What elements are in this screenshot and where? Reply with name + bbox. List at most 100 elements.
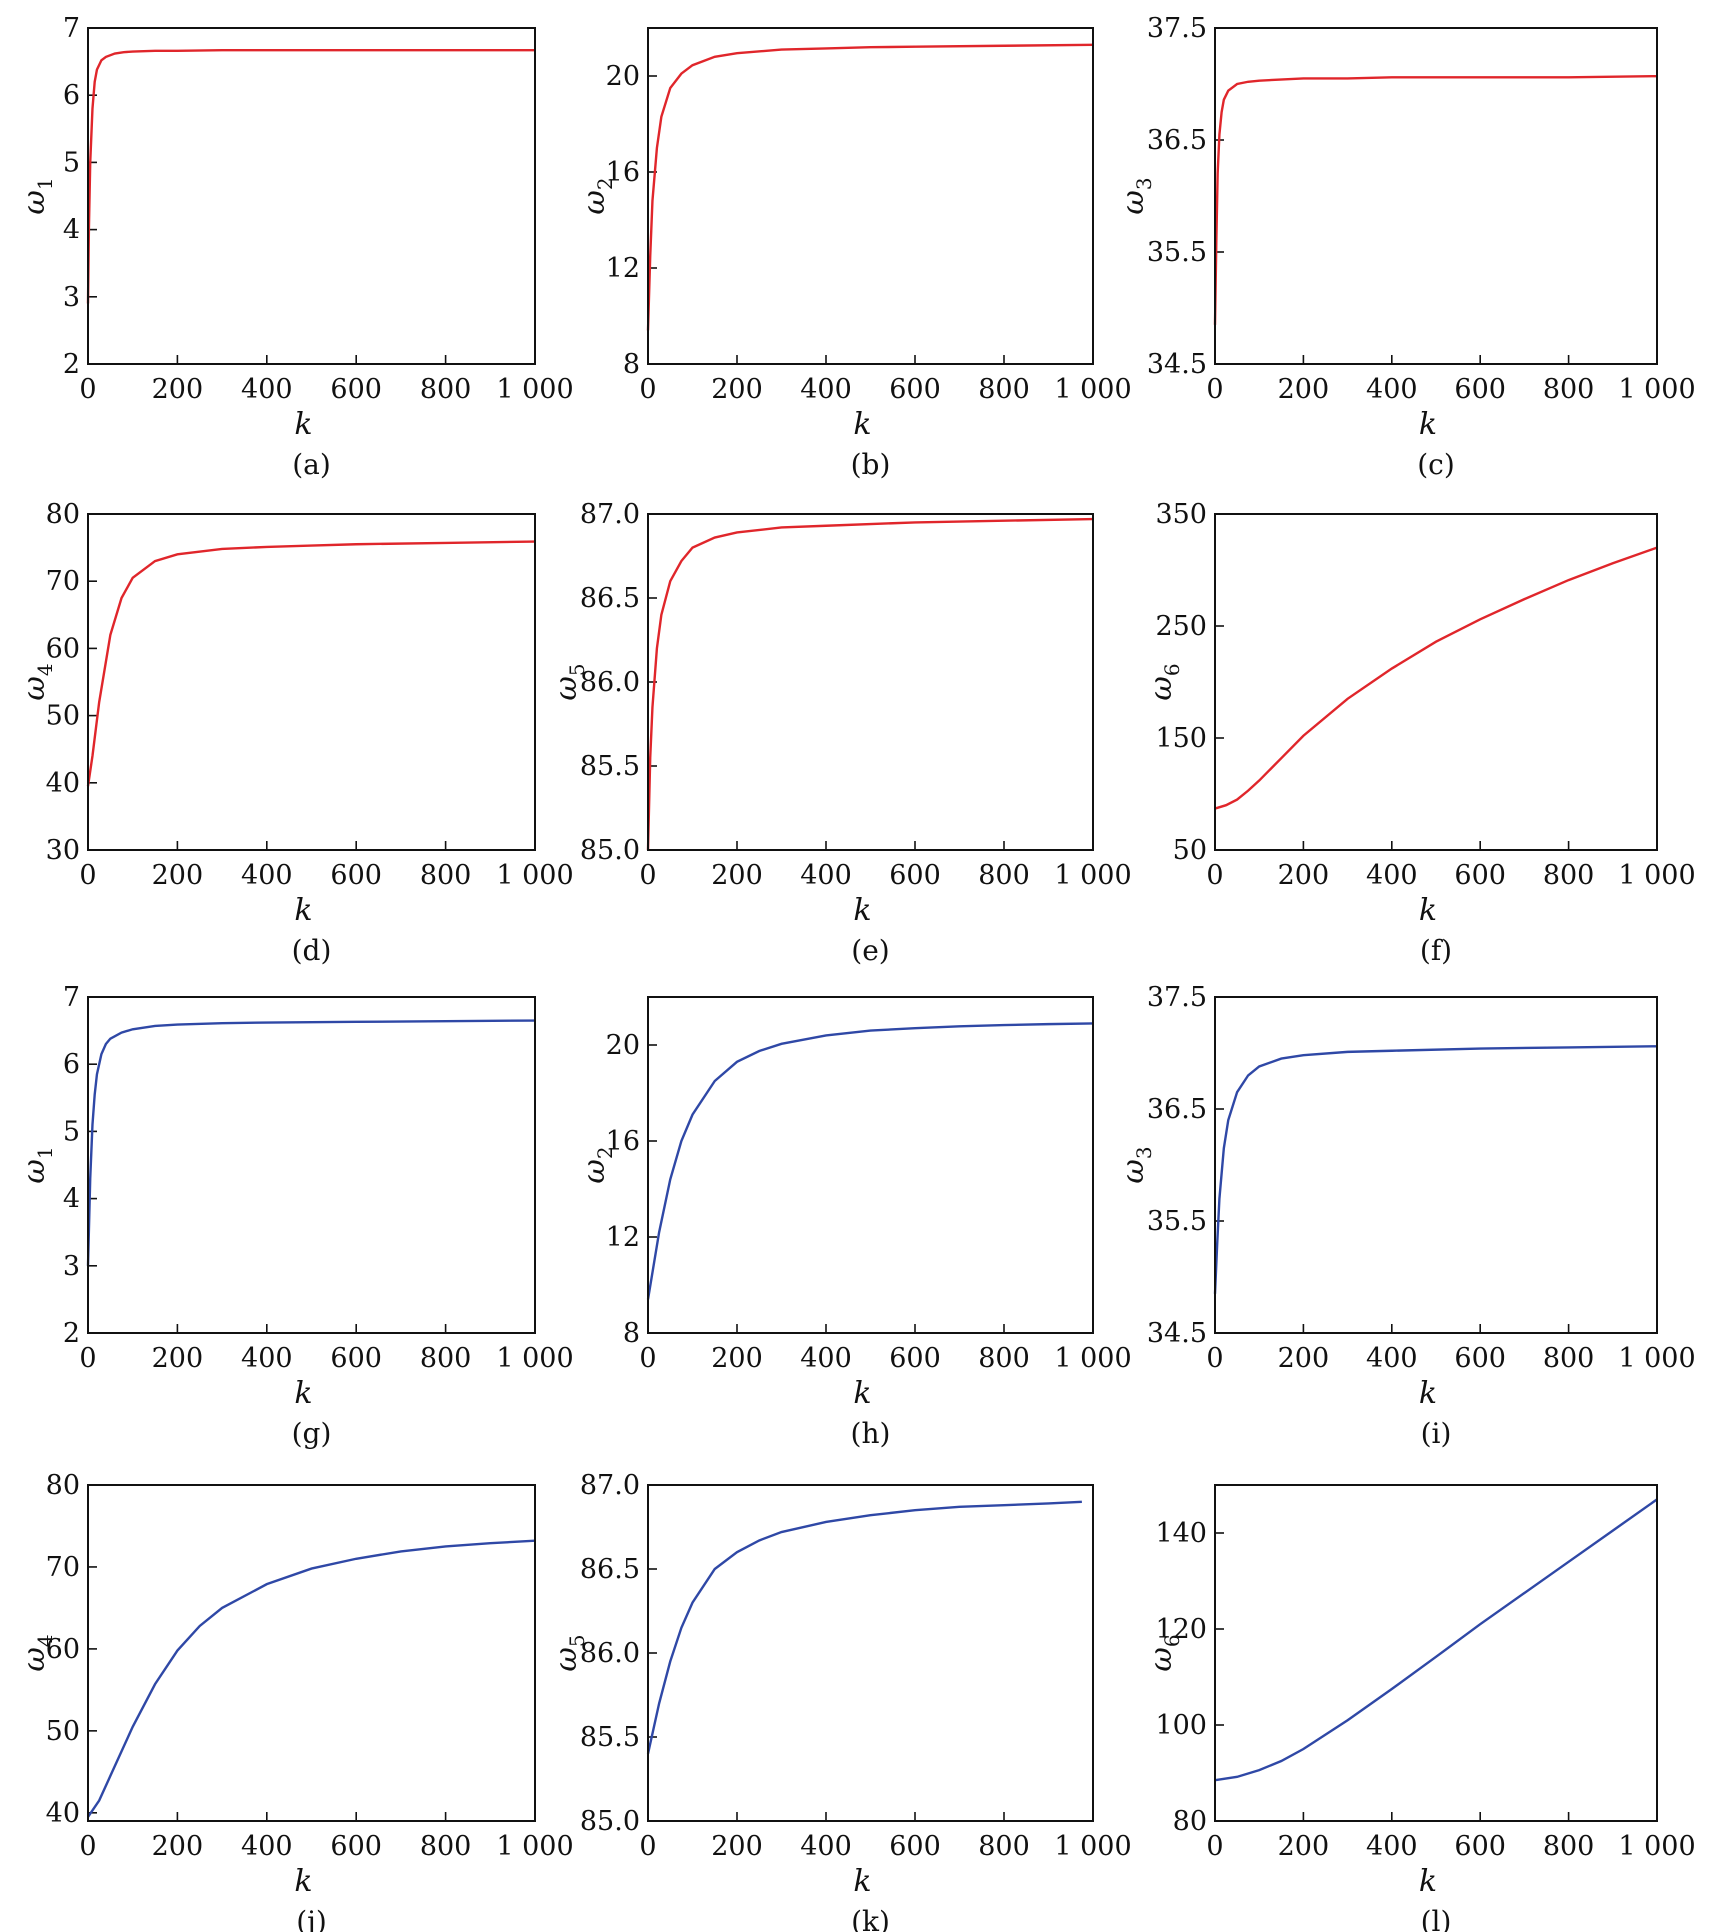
y-tick-label-e-0: 85.0 (580, 835, 640, 866)
y-tick-label-g-3: 5 (63, 1116, 80, 1147)
y-tick-label-a-2: 4 (63, 215, 80, 246)
y-tick-label-b-1: 12 (606, 253, 640, 284)
x-tick-label-d-2: 400 (241, 860, 293, 891)
y-axis-label-subscript-l: 6 (1160, 1634, 1184, 1647)
x-tick-label-i-1: 200 (1278, 1343, 1330, 1374)
chart-panel-l: 0 200 400 600 800 1 000 80 100 120 140 k ω6 (l) (1144, 1484, 1696, 1932)
plot-frame-b (647, 27, 1094, 365)
chart-panel-h: 0 200 400 600 800 1 000 8 12 16 20 k ω2 (h) (577, 996, 1132, 1450)
x-tick-label-l-4: 800 (1543, 1831, 1595, 1862)
x-axis-label-f: k (1419, 893, 1437, 928)
y-tick-label-d-1: 40 (46, 768, 80, 799)
x-tick-label-i-4: 800 (1543, 1343, 1595, 1374)
x-tick-label-g-4: 800 (420, 1343, 472, 1374)
y-axis-label-symbol-g: ω (17, 1159, 52, 1183)
y-tick-label-k-2: 86.0 (580, 1638, 640, 1669)
series-line-a (86, 48, 535, 304)
x-tick-label-h-1: 200 (711, 1343, 763, 1374)
x-tick-label-g-2: 400 (241, 1343, 293, 1374)
x-tick-label-f-3: 600 (1454, 860, 1506, 891)
y-axis-label-symbol-h: ω (577, 1159, 612, 1183)
y-axis-label-j: ω4 (17, 1634, 57, 1671)
plot-frame-k (647, 1484, 1094, 1822)
x-tick-label-c-5: 1 000 (1618, 374, 1695, 405)
y-axis-label-h: ω2 (577, 1146, 617, 1183)
chart-panel-b: 0 200 400 600 800 1 000 8 12 16 20 k ω2 (b) (577, 27, 1132, 481)
y-axis-label-c: ω3 (1116, 177, 1156, 214)
y-axis-label-subscript-k: 5 (565, 1634, 589, 1647)
x-tick-label-k-2: 400 (800, 1831, 852, 1862)
x-tick-label-j-1: 200 (152, 1831, 204, 1862)
panel-caption-f: (f) (1420, 934, 1452, 967)
x-axis-label-k: k (853, 1864, 871, 1899)
y-tick-label-g-1: 3 (63, 1251, 80, 1282)
x-tick-label-b-2: 400 (800, 374, 852, 405)
y-tick-label-j-4: 80 (46, 1470, 80, 1501)
y-tick-label-i-0: 34.5 (1147, 1318, 1207, 1349)
x-tick-label-l-5: 1 000 (1618, 1831, 1695, 1862)
y-tick-label-l-2: 120 (1155, 1614, 1207, 1645)
y-axis-label-b: ω2 (577, 177, 617, 214)
x-tick-label-c-3: 600 (1454, 374, 1506, 405)
series-line-l (1214, 1498, 1658, 1782)
x-tick-label-e-1: 200 (711, 860, 763, 891)
y-axis-label-symbol-e: ω (549, 676, 584, 700)
y-axis-label-subscript-f: 6 (1160, 663, 1184, 676)
y-tick-label-j-1: 50 (46, 1716, 80, 1747)
y-axis-label-d: ω4 (17, 663, 57, 700)
series-line-j (87, 1539, 536, 1818)
series-line-h (646, 1022, 1094, 1300)
x-tick-label-f-5: 1 000 (1618, 860, 1695, 891)
x-axis-label-b: k (853, 407, 871, 442)
x-tick-label-f-0: 0 (1206, 860, 1223, 891)
x-tick-label-e-5: 1 000 (1054, 860, 1131, 891)
plot-frame-d (87, 513, 536, 851)
panel-caption-k: (k) (851, 1905, 890, 1932)
plot-frame-h (647, 996, 1094, 1334)
y-tick-label-g-5: 7 (63, 982, 80, 1013)
y-tick-label-f-2: 250 (1155, 611, 1207, 642)
y-axis-label-i: ω3 (1116, 1146, 1156, 1183)
x-axis-label-j: k (294, 1864, 312, 1899)
y-tick-label-e-1: 85.5 (580, 751, 640, 782)
y-tick-label-d-0: 30 (46, 835, 80, 866)
y-axis-label-e: ω5 (549, 663, 589, 700)
x-tick-label-e-4: 800 (978, 860, 1030, 891)
series-line-b (646, 43, 1094, 331)
chart-panel-j: 0 200 400 600 800 1 000 40 50 60 70 80 k ω4 (j) (17, 1470, 574, 1932)
y-axis-label-subscript-i: 3 (1132, 1146, 1156, 1159)
panel-caption-l: (l) (1421, 1905, 1452, 1932)
y-tick-label-a-3: 5 (63, 147, 80, 178)
x-tick-label-b-3: 600 (889, 374, 941, 405)
chart-panel-i: 0 200 400 600 800 1 000 34.5 35.5 36.5 37.5 k ω3 (i) (1116, 982, 1696, 1450)
y-axis-label-symbol-j: ω (17, 1647, 52, 1671)
x-tick-label-l-3: 600 (1454, 1831, 1506, 1862)
y-axis-label-l: ω6 (1144, 1634, 1184, 1671)
y-tick-label-j-3: 70 (46, 1552, 80, 1583)
y-tick-label-e-2: 86.0 (580, 667, 640, 698)
y-tick-label-c-0: 34.5 (1147, 349, 1207, 380)
y-tick-label-l-0: 80 (1173, 1806, 1207, 1837)
x-tick-label-g-5: 1 000 (496, 1343, 573, 1374)
x-axis-label-i: k (1419, 1376, 1437, 1411)
series-line-f (1214, 546, 1658, 810)
x-tick-label-l-2: 400 (1366, 1831, 1418, 1862)
x-tick-label-d-5: 1 000 (496, 860, 573, 891)
chart-panel-c: 0 200 400 600 800 1 000 34.5 35.5 36.5 37.5 k ω3 (c) (1116, 13, 1696, 481)
y-axis-label-symbol-d: ω (17, 676, 52, 700)
x-tick-label-k-1: 200 (711, 1831, 763, 1862)
chart-panel-g: 0 200 400 600 800 1 000 2 3 4 5 6 7 k ω1 (g) (17, 982, 574, 1450)
y-tick-label-g-2: 4 (63, 1184, 80, 1215)
y-tick-label-f-0: 50 (1173, 835, 1207, 866)
series-line-g (86, 1019, 536, 1266)
y-tick-label-i-1: 35.5 (1147, 1206, 1207, 1237)
x-tick-label-f-1: 200 (1278, 860, 1330, 891)
y-tick-label-k-1: 85.5 (580, 1722, 640, 1753)
y-tick-label-k-3: 86.5 (580, 1554, 640, 1585)
x-tick-label-a-0: 0 (79, 374, 96, 405)
chart-panel-f: 0 200 400 600 800 1 000 50 150 250 350 k ω6 (f) (1144, 499, 1696, 967)
x-tick-label-c-0: 0 (1206, 374, 1223, 405)
chart-panel-k: 0 200 400 600 800 1 000 85.0 85.5 86.0 86.5 87.0 k ω… (549, 1470, 1132, 1932)
panel-caption-d: (d) (292, 934, 332, 967)
x-tick-label-h-4: 800 (978, 1343, 1030, 1374)
